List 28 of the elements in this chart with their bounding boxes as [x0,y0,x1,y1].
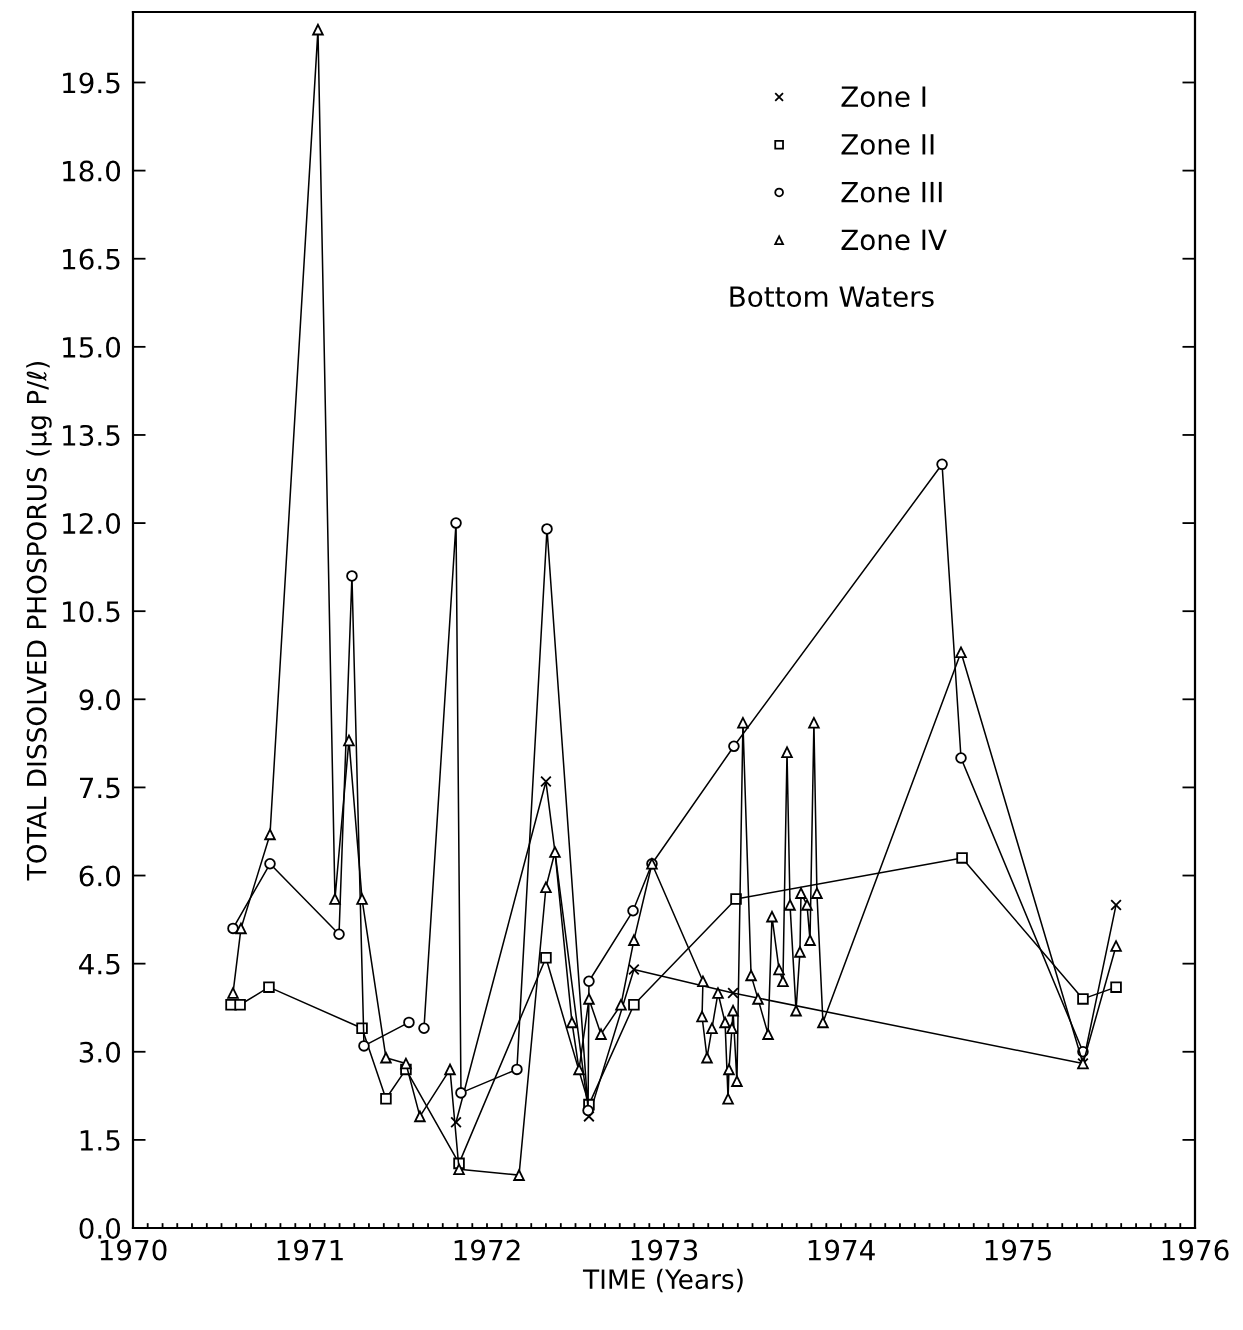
y-tick-label: 15.0 [63,336,121,358]
y-tick-label: 0.0 [79,1217,121,1239]
y-tick-label: 4.5 [79,953,120,975]
y-tick-label: 6.0 [79,865,121,887]
y-tick-label: 19.5 [63,72,120,94]
annotation: Bottom Waters [730,286,934,308]
legend-label: Zone I [841,86,926,108]
x-tick-label: 1970 [100,1239,167,1261]
x-axis-title: TIME (Years) [582,1268,743,1293]
y-tick-label: 18.0 [63,160,121,182]
y-tick-label: 1.5 [80,1130,120,1151]
x-tick-label: 1975 [985,1239,1051,1261]
y-tick-label: 13.5 [63,424,120,446]
x-tick-label: 1971 [277,1239,343,1261]
y-tick-label: 12.0 [63,513,121,535]
x-tick-label: 1972 [454,1239,520,1261]
y-tick-label: 9.0 [79,689,121,711]
legend-label: Zone IV [841,229,947,251]
x-tick-label: 1976 [1162,1239,1229,1261]
y-axis-title: TOTAL DISSOLVED PHOSPORUS (μg P/ℓ) [26,361,52,881]
y-tick-label: 7.5 [79,777,120,799]
x-tick-label: 1973 [631,1239,698,1261]
x-tick-label: 1974 [808,1239,875,1261]
y-tick-label: 16.5 [63,248,120,270]
legend-label: Zone II [841,134,934,155]
y-tick-label: 10.5 [63,601,120,623]
legend-label: Zone III [841,181,942,203]
y-tick-label: 3.0 [79,1041,121,1063]
